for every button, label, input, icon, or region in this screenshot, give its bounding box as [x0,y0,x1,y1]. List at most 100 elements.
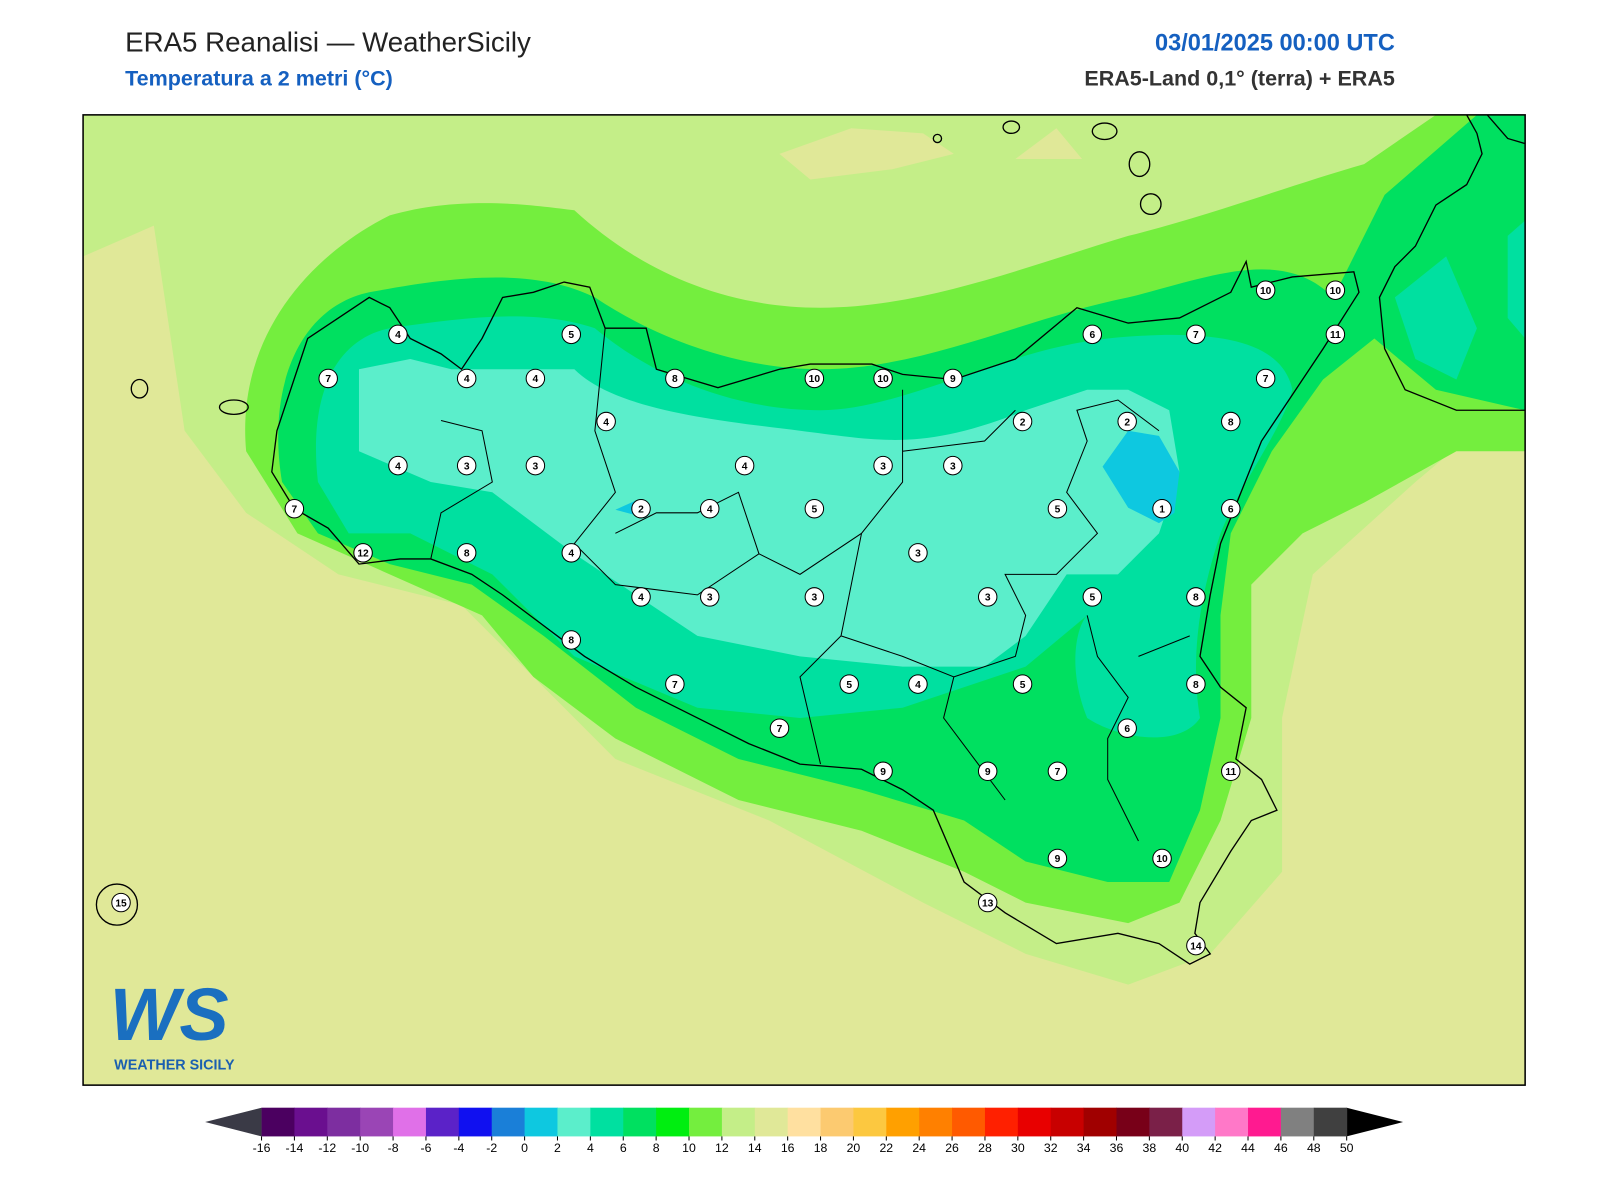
station-value: 9 [1055,854,1061,865]
station-value: 10 [877,374,889,385]
station-marker [908,543,928,563]
station-value: 5 [1020,680,1026,691]
station-marker [1012,411,1033,432]
station-marker [769,718,790,738]
station-marker [977,587,998,607]
station-value: 2 [638,504,644,515]
colorbar-tick-label: 36 [1110,1141,1124,1155]
colorbar-tick-label: 20 [847,1141,861,1155]
colorbar-tick-label: 18 [814,1141,828,1155]
station-value: 8 [464,549,470,560]
station-value: 7 [325,374,331,385]
station-marker [1047,761,1068,782]
station-marker [908,674,928,694]
station-value: 3 [812,593,818,604]
station-value: 3 [464,461,470,472]
station-marker [561,543,582,563]
colorbar-tick-label: 26 [945,1141,959,1155]
station-value: 3 [985,593,991,604]
colorbar-tick-label: 28 [978,1141,992,1155]
station-value: 9 [950,374,956,385]
station-value: 1 [1159,504,1165,515]
station-marker [1221,411,1241,432]
station-value: 13 [982,898,994,909]
station-marker [977,892,998,913]
station-value: 7 [777,724,783,735]
station-marker [353,543,373,563]
station-marker [665,674,685,694]
station-value: 4 [395,330,401,341]
colorbar-tick-label: 16 [781,1141,795,1155]
station-value: 4 [742,461,748,472]
station-value: 7 [672,680,678,691]
colorbar-swatch [689,1107,723,1137]
colorbar-tick-label: 14 [748,1141,762,1155]
colorbar-over [1346,1107,1404,1137]
station-marker [388,455,408,476]
station-marker [1117,411,1137,432]
station-value: 11 [1330,330,1341,341]
station-marker [284,498,305,519]
colorbar-swatch [524,1107,558,1137]
colorbar-tick-label: 24 [912,1141,926,1155]
colorbar-tick-label: -16 [253,1141,271,1155]
station-marker [665,368,685,389]
colorbar-swatch [557,1107,591,1137]
station-value: 4 [638,593,644,604]
station-marker [1117,718,1137,738]
station-value: 8 [1193,593,1199,604]
colorbar-swatch [919,1107,953,1137]
station-value: 4 [464,374,470,385]
colorbar-tick-label: 42 [1208,1141,1222,1155]
station-value: 5 [1089,593,1095,604]
colorbar-swatch [721,1107,756,1137]
station-marker [1186,674,1206,694]
map-frame [82,114,1526,1086]
colorbar-tick-label: 22 [879,1141,893,1155]
station-marker [561,630,582,650]
colorbar-swatch [1017,1107,1052,1137]
station-value: 7 [1193,330,1199,341]
colorbar-swatch [623,1107,657,1137]
station-value: 2 [1124,417,1130,428]
station-marker [873,455,893,476]
colorbar-tick-label: 44 [1241,1141,1255,1155]
station-value: 7 [1055,767,1061,778]
colorbar-tick-label: 30 [1011,1141,1025,1155]
station-value: 10 [1330,286,1342,297]
station-value: 8 [672,374,678,385]
station-value: 5 [812,504,818,515]
station-value: 10 [1260,286,1272,297]
station-marker [804,498,825,519]
colorbar-swatch [1116,1107,1150,1137]
station-value: 9 [985,767,991,778]
station-marker [700,587,720,607]
colorbar-swatch [952,1107,986,1137]
colorbar-swatch [820,1107,854,1137]
station-marker [1186,587,1206,607]
colorbar-swatch [458,1107,493,1137]
colorbar-swatch [1280,1107,1315,1137]
station-marker [525,455,546,476]
station-value: 4 [533,374,539,385]
station-value: 3 [915,549,921,560]
station-value: 4 [395,461,401,472]
station-value: 10 [1156,854,1168,865]
station-marker [804,368,825,389]
station-marker [1255,280,1276,300]
colorbar-swatch [787,1107,822,1137]
colorbar-swatch [1182,1107,1216,1137]
colorbar-swatch [393,1107,427,1137]
colorbar-tick-label: -8 [388,1141,399,1155]
station-marker [839,674,859,694]
station-value: 6 [1228,504,1234,515]
colorbar-swatch [853,1107,887,1137]
station-value: 3 [533,461,539,472]
station-marker [1152,848,1172,869]
station-marker [1221,761,1241,782]
colorbar-swatch [360,1107,394,1137]
station-marker [943,368,963,389]
station-marker [596,411,616,432]
colorbar-swatch [1149,1107,1183,1137]
colorbar-tick-label: -10 [351,1141,369,1155]
